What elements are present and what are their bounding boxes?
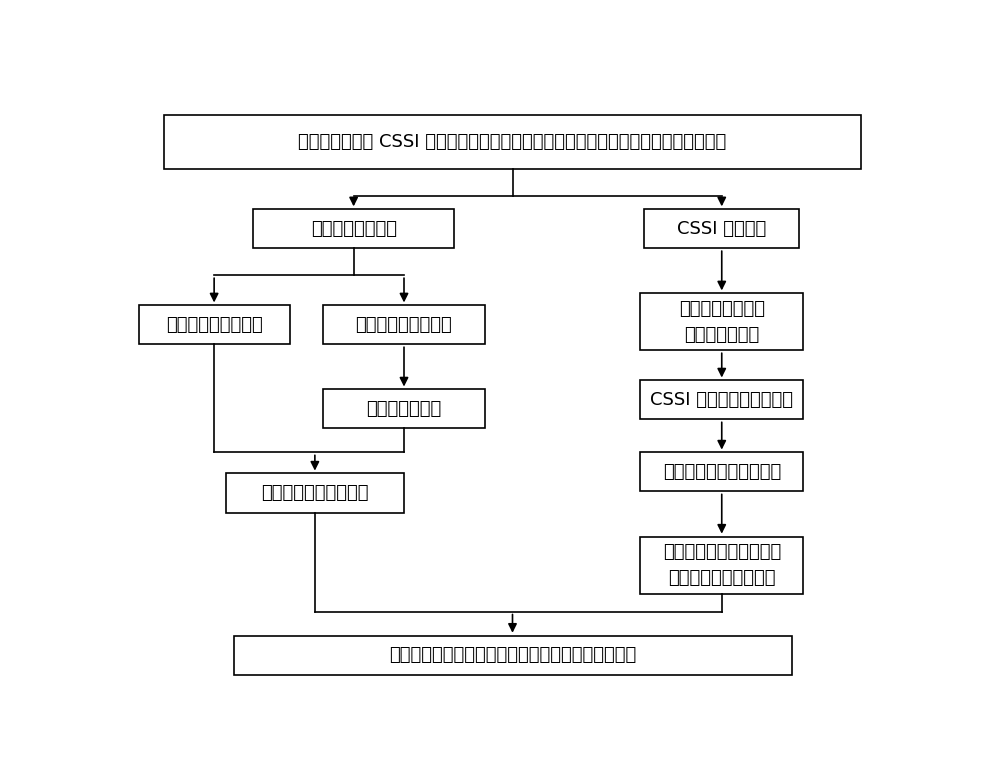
FancyBboxPatch shape [640, 537, 803, 594]
Text: 基于实时监测与 CSSI 指纹的不同土地利用侵蚀土壤氮磷入河污染负荷的定量辨识技术: 基于实时监测与 CSSI 指纹的不同土地利用侵蚀土壤氮磷入河污染负荷的定量辨识技… [298, 133, 727, 151]
FancyBboxPatch shape [640, 452, 803, 491]
Text: CSSI 指纹技术: CSSI 指纹技术 [677, 220, 766, 238]
Text: 流域实时监测技术: 流域实时监测技术 [311, 220, 397, 238]
FancyBboxPatch shape [323, 389, 485, 428]
FancyBboxPatch shape [139, 305, 290, 344]
FancyBboxPatch shape [644, 209, 799, 248]
FancyBboxPatch shape [164, 115, 861, 168]
Text: 流域土地利用类型
调查、源区划分: 流域土地利用类型 调查、源区划分 [679, 300, 765, 344]
Text: 入河总的泥沙氮磷负荷: 入河总的泥沙氮磷负荷 [261, 484, 369, 502]
Text: 定量确定不同土地利用侵蚀土壤氮磷的入河污染负荷: 定量确定不同土地利用侵蚀土壤氮磷的入河污染负荷 [389, 646, 636, 664]
Text: CSSI 样品采集与室内分析: CSSI 样品采集与室内分析 [650, 391, 793, 409]
FancyBboxPatch shape [234, 636, 792, 675]
Text: 源汇分析、混合模型计算: 源汇分析、混合模型计算 [663, 463, 781, 481]
FancyBboxPatch shape [640, 293, 803, 350]
Text: 悬浮泥沙采集与处理: 悬浮泥沙采集与处理 [356, 316, 452, 334]
FancyBboxPatch shape [253, 209, 454, 248]
FancyBboxPatch shape [323, 305, 485, 344]
FancyBboxPatch shape [226, 473, 404, 512]
Text: 泥沙来源贡献；不同土地
利用类型土壤贡献比例: 泥沙来源贡献；不同土地 利用类型土壤贡献比例 [663, 543, 781, 587]
Text: 流域出口径流量监测: 流域出口径流量监测 [166, 316, 262, 334]
Text: 泥沙中氮磷含量: 泥沙中氮磷含量 [366, 400, 442, 418]
FancyBboxPatch shape [640, 381, 803, 420]
